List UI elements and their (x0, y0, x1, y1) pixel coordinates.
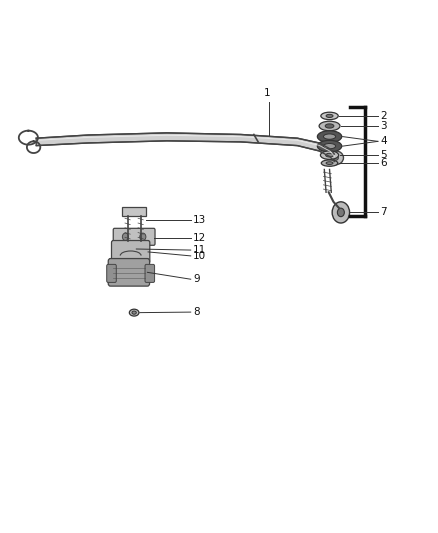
FancyBboxPatch shape (145, 264, 155, 282)
Text: 1: 1 (264, 88, 270, 99)
Text: 4: 4 (380, 136, 387, 147)
FancyBboxPatch shape (108, 259, 150, 286)
Ellipse shape (321, 151, 339, 159)
Ellipse shape (321, 160, 338, 166)
Ellipse shape (318, 131, 342, 142)
Text: 10: 10 (193, 251, 206, 261)
Ellipse shape (132, 311, 136, 314)
Ellipse shape (125, 246, 134, 252)
Circle shape (337, 208, 344, 216)
Ellipse shape (129, 309, 139, 316)
Ellipse shape (333, 156, 339, 160)
Polygon shape (36, 133, 334, 161)
Text: 2: 2 (380, 111, 387, 121)
Ellipse shape (319, 121, 340, 131)
Text: 3: 3 (380, 121, 387, 131)
Text: 12: 12 (193, 233, 206, 244)
Circle shape (122, 233, 128, 240)
Text: 5: 5 (380, 150, 387, 160)
Bar (122, 207, 146, 216)
Ellipse shape (323, 134, 336, 139)
Ellipse shape (326, 162, 333, 165)
Ellipse shape (326, 114, 333, 117)
Text: 7: 7 (380, 207, 387, 217)
Ellipse shape (323, 143, 336, 149)
Ellipse shape (318, 140, 342, 152)
FancyBboxPatch shape (112, 240, 150, 263)
Text: 8: 8 (193, 307, 200, 317)
Ellipse shape (325, 124, 334, 128)
FancyBboxPatch shape (113, 228, 155, 245)
FancyBboxPatch shape (107, 264, 116, 282)
Ellipse shape (325, 154, 333, 157)
Ellipse shape (321, 112, 338, 119)
Ellipse shape (328, 151, 343, 165)
Text: 13: 13 (193, 215, 206, 225)
Text: 9: 9 (193, 274, 200, 284)
Circle shape (140, 233, 146, 240)
Text: 11: 11 (193, 245, 206, 255)
Text: 6: 6 (380, 158, 387, 168)
Circle shape (332, 202, 350, 223)
